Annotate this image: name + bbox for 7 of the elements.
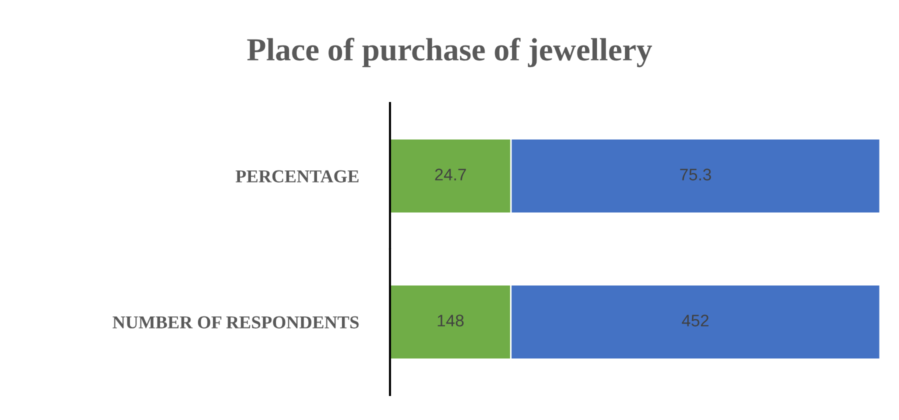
y-tick-label: PERCENTAGE [236, 170, 359, 182]
data-label: 24.7 [435, 168, 466, 180]
data-label: 452 [682, 314, 708, 326]
chart-title: Place of purchase of jewellery [247, 38, 652, 68]
data-label: 75.3 [680, 168, 712, 180]
y-tick-label: NUMBER OF RESPONDENTS [112, 316, 359, 328]
data-label: 148 [438, 314, 464, 326]
